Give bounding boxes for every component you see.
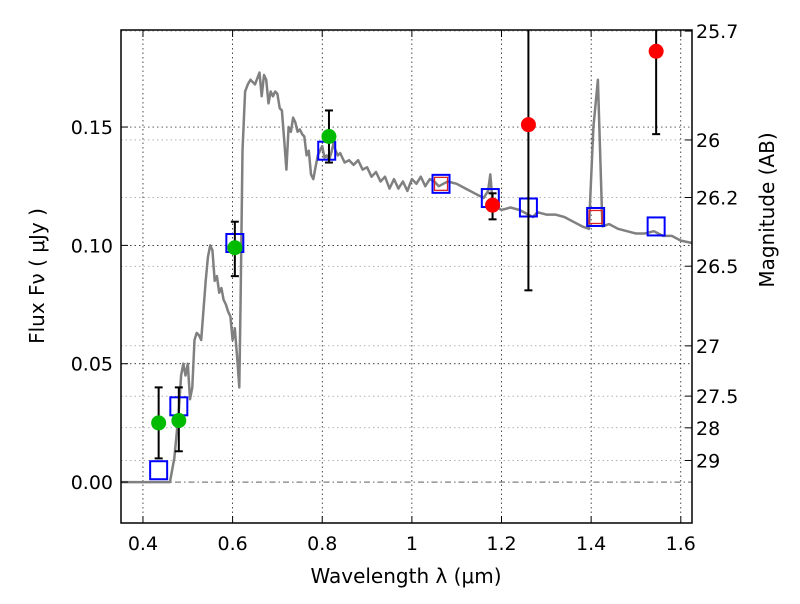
observed-point bbox=[227, 240, 243, 256]
y2-axis-label: Magnitude (AB) bbox=[755, 132, 779, 287]
y-tick-label: 0.05 bbox=[71, 354, 113, 376]
observed-point bbox=[648, 43, 664, 59]
inner-square bbox=[433, 176, 449, 191]
axes-frame bbox=[120, 29, 693, 524]
observed-point bbox=[171, 413, 187, 429]
model-photometry-square bbox=[586, 206, 606, 227]
grid bbox=[121, 30, 692, 523]
model-sed-line bbox=[121, 71, 693, 484]
observed-point bbox=[520, 117, 536, 133]
x-axis-label: Wavelength λ (μm) bbox=[310, 564, 501, 588]
mag-tick-label: 26.2 bbox=[696, 188, 738, 210]
ticks: 0.4 0.6 0.8 1 1.2 1.4 1.6 0.00 0.05 0.10 0.15 25.7 2… bbox=[71, 21, 739, 555]
observed-point bbox=[321, 129, 337, 145]
y-tick-label: 0.00 bbox=[71, 472, 113, 494]
observed-point bbox=[485, 197, 501, 213]
mag-tick-label: 25.7 bbox=[696, 21, 738, 43]
x-tick-label: 1.2 bbox=[486, 533, 516, 555]
mag-tick-label: 27 bbox=[696, 336, 720, 358]
y-tick-label: 0.10 bbox=[71, 235, 113, 257]
inner-square bbox=[588, 209, 603, 225]
x-tick-label: 1.4 bbox=[576, 533, 606, 555]
y-tick-label: 0.15 bbox=[71, 117, 113, 139]
x-tick-label: 1.6 bbox=[666, 533, 696, 555]
x-tick-label: 0.6 bbox=[217, 533, 247, 555]
mag-tick-label: 29 bbox=[696, 450, 720, 472]
x-tick-label: 1 bbox=[406, 533, 418, 555]
model-photometry-square bbox=[149, 460, 169, 481]
mag-tick-label: 26.5 bbox=[696, 256, 738, 278]
model-photometry-square bbox=[646, 216, 666, 237]
model-photometry-square bbox=[431, 173, 451, 194]
x-tick-label: 0.8 bbox=[307, 533, 337, 555]
plot-area bbox=[121, 30, 693, 484]
y-axis-label: Flux Fν ( μJy ) bbox=[25, 208, 49, 344]
mag-tick-label: 28 bbox=[696, 418, 720, 440]
x-tick-label: 0.4 bbox=[128, 533, 158, 555]
observed-point bbox=[151, 415, 167, 431]
mag-tick-label: 27.5 bbox=[696, 386, 738, 408]
mag-tick-label: 26 bbox=[696, 130, 720, 152]
